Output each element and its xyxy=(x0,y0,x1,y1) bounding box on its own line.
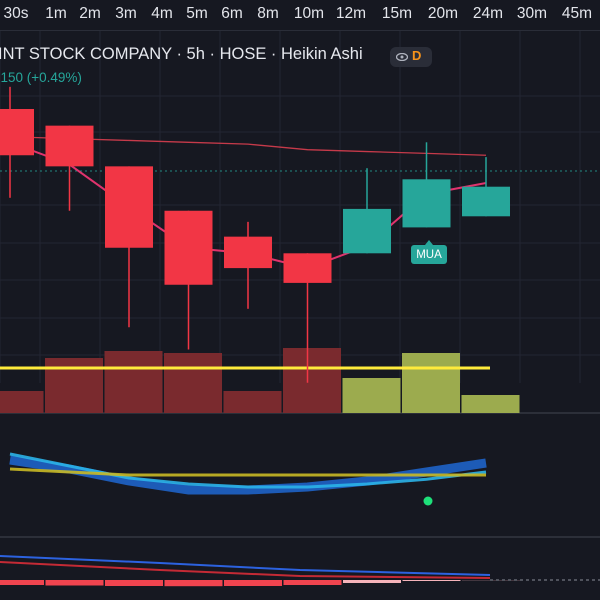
oscillator-bar xyxy=(343,580,401,583)
volume-bar xyxy=(461,395,520,413)
indicator-line-signal xyxy=(9,467,486,477)
oscillator-bar xyxy=(164,580,223,587)
interval-3m[interactable]: 3m xyxy=(115,5,137,22)
indicator-line-slow xyxy=(9,452,487,489)
eye-icon xyxy=(396,53,408,61)
volume-bar xyxy=(402,353,460,413)
interval-12m[interactable]: 12m xyxy=(335,5,367,22)
candle-body xyxy=(45,125,94,167)
volume-bar xyxy=(45,358,103,413)
interval-30s[interactable]: 30s xyxy=(3,5,29,22)
volume-bar xyxy=(223,391,282,413)
interval-45m[interactable]: 45m xyxy=(561,5,593,22)
oscillator-bar xyxy=(0,580,44,585)
interval-4m[interactable]: 4m xyxy=(151,5,173,22)
interval-15m[interactable]: 15m xyxy=(381,5,413,22)
oscillator-bar xyxy=(105,580,163,586)
interval-10m[interactable]: 10m xyxy=(293,5,325,22)
candle-body xyxy=(224,236,272,269)
volume-bar xyxy=(104,351,163,413)
candle-body xyxy=(283,253,332,283)
candle-body xyxy=(0,109,34,156)
buy-signal-badge[interactable]: MUA xyxy=(411,240,447,264)
interval-5m[interactable]: 5m xyxy=(186,5,208,22)
signal-dot xyxy=(423,496,433,506)
interval-24m[interactable]: 24m xyxy=(472,5,504,22)
d-badge: D xyxy=(412,48,422,63)
candle-body xyxy=(105,166,153,248)
interval-8m[interactable]: 8m xyxy=(257,5,279,22)
visibility-toggle[interactable]: D xyxy=(390,47,432,67)
oscillator-line-b xyxy=(0,561,491,579)
interval-1m[interactable]: 1m xyxy=(45,5,67,22)
volume-bar xyxy=(342,378,401,413)
volume-bar xyxy=(283,348,341,413)
interval-toolbar: 30s 1m 2m 3m 4m 5m 6m 8m 10m 12m 15m 20m 24m 30m 45m xyxy=(0,0,600,31)
chart-legend: INT STOCK COMPANY · 5h · HOSE · Heikin A… xyxy=(0,44,600,88)
oscillator-bar xyxy=(283,580,342,585)
price-change: -150 (+0.49%) xyxy=(0,70,82,85)
candle-body xyxy=(343,208,391,254)
volume-bar xyxy=(0,391,44,413)
candle-body xyxy=(402,179,451,228)
interval-20m[interactable]: 20m xyxy=(427,5,459,22)
oscillator-bar xyxy=(45,580,104,586)
oscillator-bar xyxy=(402,580,461,581)
interval-2m[interactable]: 2m xyxy=(79,5,101,22)
candle-body xyxy=(462,186,510,217)
oscillator-line-a xyxy=(0,555,491,576)
interval-6m[interactable]: 6m xyxy=(221,5,243,22)
volume-bar xyxy=(164,353,222,413)
interval-30m[interactable]: 30m xyxy=(516,5,548,22)
oscillator-bar xyxy=(224,580,282,586)
symbol-title[interactable]: INT STOCK COMPANY · 5h · HOSE · Heikin A… xyxy=(0,45,363,63)
candle-body xyxy=(164,210,213,285)
price-chart[interactable] xyxy=(0,31,600,600)
